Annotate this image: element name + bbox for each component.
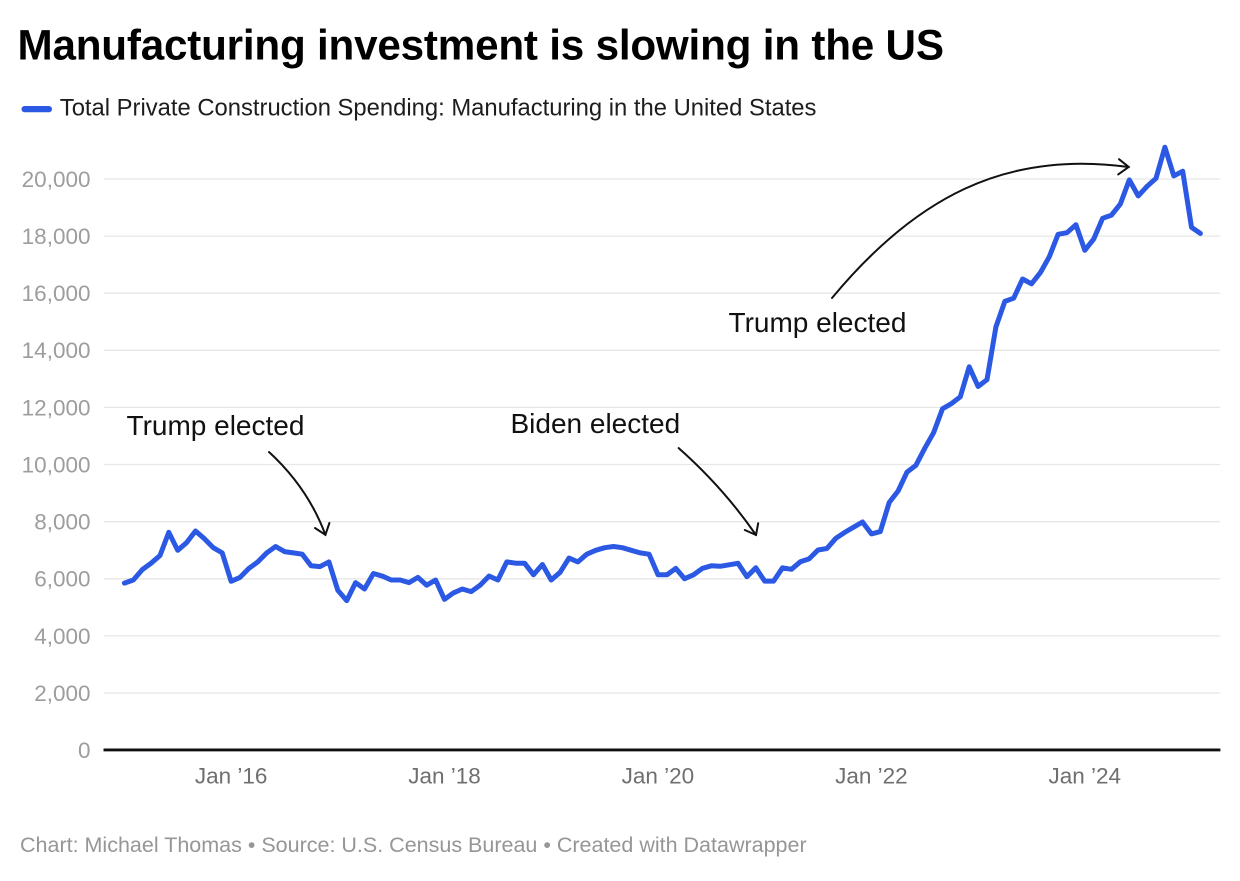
svg-text:Jan ’18: Jan ’18	[408, 763, 481, 788]
svg-text:Jan ’24: Jan ’24	[1049, 763, 1122, 788]
svg-text:6,000: 6,000	[34, 567, 90, 592]
svg-text:14,000: 14,000	[22, 338, 91, 363]
svg-text:Trump elected: Trump elected	[729, 307, 907, 338]
svg-text:18,000: 18,000	[22, 224, 91, 249]
svg-text:16,000: 16,000	[22, 281, 91, 306]
svg-text:4,000: 4,000	[34, 624, 90, 649]
svg-text:Manufacturing investment is sl: Manufacturing investment is slowing in t…	[18, 22, 944, 69]
svg-text:Biden elected: Biden elected	[511, 408, 681, 439]
svg-text:10,000: 10,000	[22, 452, 91, 477]
svg-text:Total Private Construction Spe: Total Private Construction Spending: Man…	[60, 95, 817, 122]
svg-text:Trump elected: Trump elected	[127, 410, 305, 441]
svg-text:Jan ’22: Jan ’22	[835, 763, 908, 788]
svg-text:12,000: 12,000	[22, 395, 91, 420]
svg-text:0: 0	[78, 738, 91, 763]
svg-text:20,000: 20,000	[22, 167, 91, 192]
svg-text:Jan ’20: Jan ’20	[622, 763, 695, 788]
svg-text:2,000: 2,000	[34, 681, 90, 706]
svg-text:8,000: 8,000	[34, 510, 90, 535]
svg-text:Chart: Michael Thomas • Source: Chart: Michael Thomas • Source: U.S. Cen…	[20, 833, 807, 857]
svg-text:Jan ’16: Jan ’16	[195, 763, 268, 788]
